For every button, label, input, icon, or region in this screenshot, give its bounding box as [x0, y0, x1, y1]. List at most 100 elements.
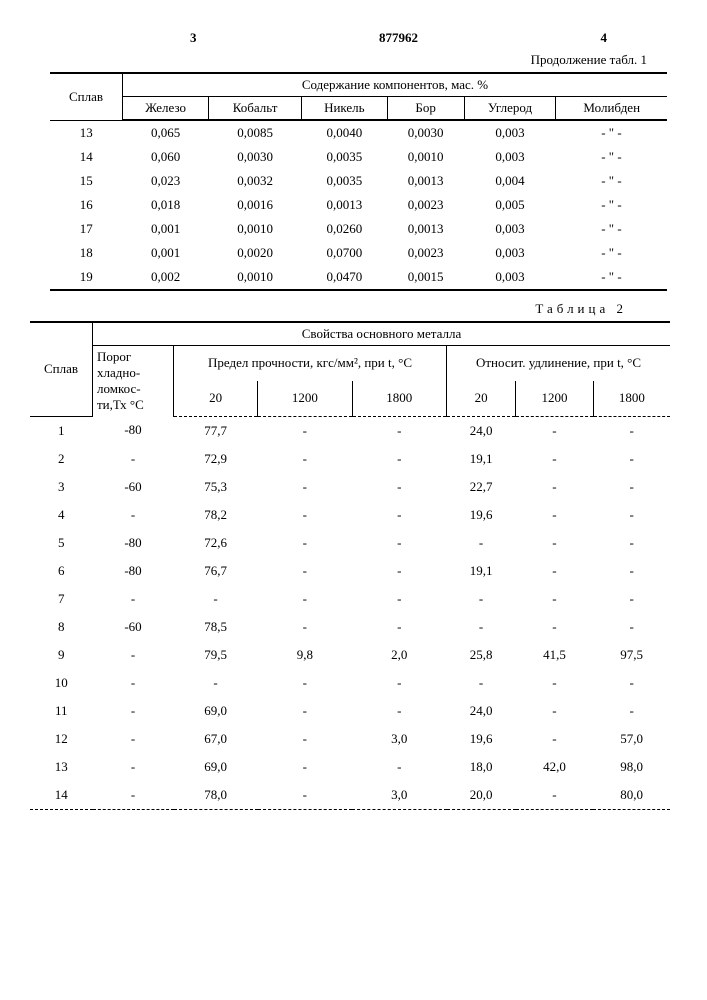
- cell: -: [593, 557, 670, 585]
- cell: -80: [93, 416, 174, 445]
- table-row: 5-8072,6-----: [30, 529, 670, 557]
- cell: 13: [30, 753, 93, 781]
- cell: -: [258, 557, 352, 585]
- cell: -: [352, 473, 446, 501]
- cell: 7: [30, 585, 93, 613]
- cell: 0,003: [464, 265, 556, 290]
- cell: -: [258, 781, 352, 810]
- cell: 1: [30, 416, 93, 445]
- cell: -: [593, 529, 670, 557]
- table-row: 160,0180,00160,00130,00230,005- " -: [50, 193, 667, 217]
- cell: -: [352, 753, 446, 781]
- cell: -: [258, 501, 352, 529]
- cell: -: [593, 416, 670, 445]
- cell: -: [258, 613, 352, 641]
- table-row: 9-79,59,82,025,841,597,5: [30, 641, 670, 669]
- cell: 76,7: [174, 557, 258, 585]
- cell: 12: [30, 725, 93, 753]
- table-row: 1-8077,7--24,0--: [30, 416, 670, 445]
- cell: -: [516, 613, 594, 641]
- cell: -: [516, 501, 594, 529]
- t1-col-3: Бор: [387, 97, 464, 121]
- cell: -: [352, 557, 446, 585]
- cell: -: [352, 669, 446, 697]
- table-row: 10-------: [30, 669, 670, 697]
- cell: 0,004: [464, 169, 556, 193]
- table-row: 12-67,0-3,019,6-57,0: [30, 725, 670, 753]
- cell: 3,0: [352, 781, 446, 810]
- cell: -: [447, 585, 516, 613]
- t2-col-strength: Предел прочности, кгс/мм², при t, °C: [174, 346, 447, 381]
- cell: -: [258, 725, 352, 753]
- cell: -60: [93, 473, 174, 501]
- cell: -: [258, 669, 352, 697]
- cell: 72,6: [174, 529, 258, 557]
- cell: -: [447, 613, 516, 641]
- cell: 0,001: [123, 217, 209, 241]
- cell: -: [258, 697, 352, 725]
- table-row: 140,0600,00300,00350,00100,003- " -: [50, 145, 667, 169]
- cell: -: [93, 585, 174, 613]
- cell: -: [352, 613, 446, 641]
- t1-col-5: Молибден: [556, 97, 667, 121]
- cell: 72,9: [174, 445, 258, 473]
- cell: 22,7: [447, 473, 516, 501]
- cell: 77,7: [174, 416, 258, 445]
- cell: 78,0: [174, 781, 258, 810]
- cell: -: [593, 697, 670, 725]
- cell: 0,0035: [301, 169, 387, 193]
- table-row: 190,0020,00100,04700,00150,003- " -: [50, 265, 667, 290]
- t2-group-header: Свойства основного металла: [93, 322, 671, 346]
- cell: -: [174, 669, 258, 697]
- cell: -: [258, 753, 352, 781]
- t1-col-0: Железо: [123, 97, 209, 121]
- page-header: 3 877962 4: [50, 30, 667, 46]
- cell: 9,8: [258, 641, 352, 669]
- table-row: 7-------: [30, 585, 670, 613]
- cell: 67,0: [174, 725, 258, 753]
- cell: -: [593, 473, 670, 501]
- cell: 41,5: [516, 641, 594, 669]
- cell: - " -: [556, 241, 667, 265]
- cell: 14: [50, 145, 123, 169]
- cell: 24,0: [447, 416, 516, 445]
- cell: -: [516, 416, 594, 445]
- cell: 11: [30, 697, 93, 725]
- cell: -80: [93, 557, 174, 585]
- t2-sub-1: 1200: [258, 381, 352, 416]
- table-row: 2-72,9--19,1--: [30, 445, 670, 473]
- cell: -: [593, 613, 670, 641]
- cell: 97,5: [593, 641, 670, 669]
- table-row: 8-6078,5-----: [30, 613, 670, 641]
- cell: 19,6: [447, 501, 516, 529]
- cell: -: [352, 585, 446, 613]
- table-row: 170,0010,00100,02600,00130,003- " -: [50, 217, 667, 241]
- cell: -: [93, 669, 174, 697]
- cell: -: [93, 753, 174, 781]
- table-row: 4-78,2--19,6--: [30, 501, 670, 529]
- cell: -: [516, 473, 594, 501]
- cell: 0,0040: [301, 120, 387, 145]
- cell: 0,0013: [301, 193, 387, 217]
- cell: 0,0030: [387, 120, 464, 145]
- t2-sub-3: 20: [447, 381, 516, 416]
- cell: 57,0: [593, 725, 670, 753]
- cell: 0,023: [123, 169, 209, 193]
- table-row: 14-78,0-3,020,0-80,0: [30, 781, 670, 810]
- table-row: 3-6075,3--22,7--: [30, 473, 670, 501]
- cell: -: [93, 725, 174, 753]
- cell: -: [93, 445, 174, 473]
- cell: 98,0: [593, 753, 670, 781]
- cell: 0,003: [464, 241, 556, 265]
- cell: 0,0470: [301, 265, 387, 290]
- cell: -: [352, 697, 446, 725]
- t2-col-porog: Порог хладно-ломкос-ти,Тх °C: [93, 346, 174, 417]
- cell: -: [593, 669, 670, 697]
- cell: 2: [30, 445, 93, 473]
- cell: 0,0015: [387, 265, 464, 290]
- t1-col-2: Никель: [301, 97, 387, 121]
- cell: 10: [30, 669, 93, 697]
- cell: -: [93, 501, 174, 529]
- cell: 78,2: [174, 501, 258, 529]
- cell: 6: [30, 557, 93, 585]
